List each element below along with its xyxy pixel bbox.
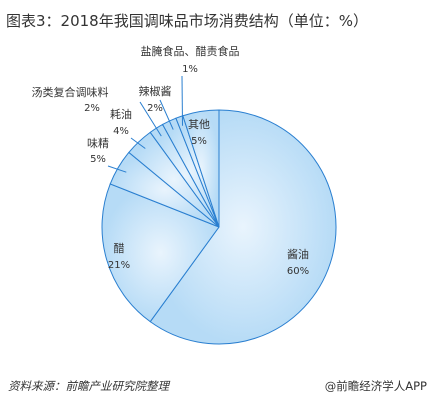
slice-label: 耗油: [110, 107, 132, 121]
slice-label: 味精: [87, 137, 109, 150]
slice-label: 醋: [114, 241, 125, 255]
slice-value-label: 2%: [84, 103, 100, 114]
slice-value-label: 2%: [147, 103, 163, 114]
pie-slices: [102, 110, 336, 344]
slice-label: 其他: [188, 118, 210, 131]
slice-value-label: 60%: [287, 266, 309, 277]
slice-value-label: 21%: [108, 260, 130, 271]
leader-line: [182, 76, 183, 126]
slice-label: 辣椒酱: [139, 84, 172, 98]
slice-value-label: 5%: [90, 154, 106, 165]
slice-label: 酱油: [287, 247, 309, 261]
source-note: 资料来源：前瞻产业研究院整理: [8, 378, 169, 394]
slice-label: 汤类复合调味料: [32, 85, 109, 99]
slice-value-label: 5%: [191, 136, 207, 147]
slice-label: 盐腌食品、醋责食品: [141, 44, 240, 58]
brand-credit: @前瞻经济学人APP: [325, 378, 427, 394]
slice-value-label: 4%: [113, 126, 129, 137]
slice-value-label: 1%: [182, 64, 198, 75]
